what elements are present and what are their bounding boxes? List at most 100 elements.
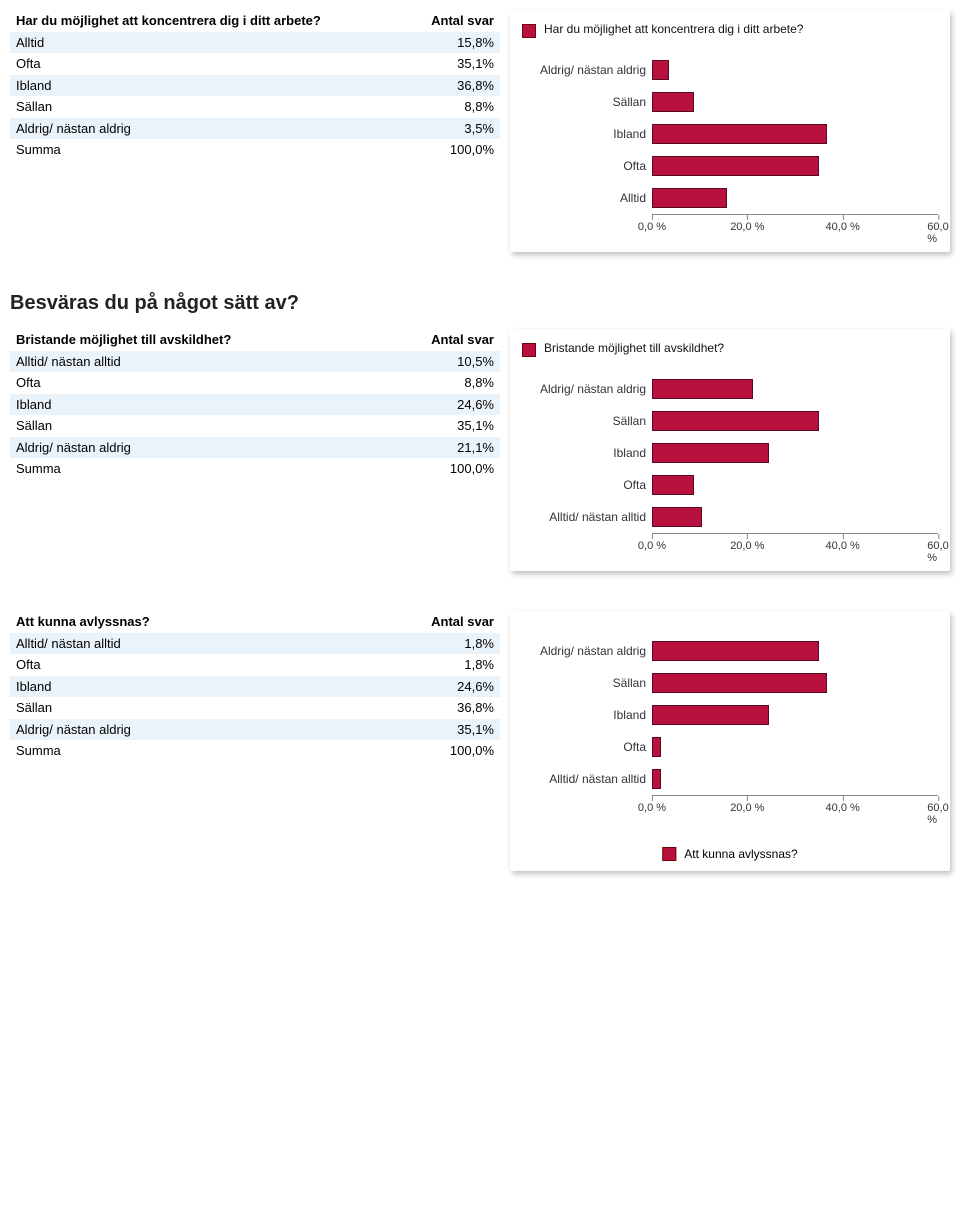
table-title: Att kunna avlyssnas? — [10, 611, 380, 633]
table-col: Att kunna avlyssnas?Antal svarAlltid/ nä… — [10, 611, 500, 762]
row-label: Aldrig/ nästan aldrig — [10, 437, 380, 459]
axis-tick: 20,0 % — [730, 215, 764, 233]
row-label: Ibland — [10, 394, 380, 416]
bar-plot — [652, 92, 938, 112]
table-row: Ofta8,8% — [10, 372, 500, 394]
table-row: Ibland24,6% — [10, 676, 500, 698]
row-label: Summa — [10, 740, 380, 762]
chart-legend: Har du möjlighet att koncentrera dig i d… — [522, 22, 938, 38]
bar-plot — [652, 705, 938, 725]
legend-text: Har du möjlighet att koncentrera dig i d… — [544, 22, 803, 38]
bar-ylabel: Ibland — [522, 708, 652, 722]
row-label: Alltid/ nästan alltid — [10, 351, 380, 373]
row-label: Ofta — [10, 53, 380, 75]
axis-tick: 0,0 % — [638, 215, 666, 233]
row-value: 21,1% — [380, 437, 500, 459]
row-value: 10,5% — [380, 351, 500, 373]
bar-plot — [652, 641, 938, 661]
bar-plot — [652, 673, 938, 693]
bar-ylabel: Alltid — [522, 191, 652, 205]
row-label: Ofta — [10, 372, 380, 394]
data-table: Har du möjlighet att koncentrera dig i d… — [10, 10, 500, 161]
bar-plot — [652, 507, 938, 527]
row-label: Alltid/ nästan alltid — [10, 633, 380, 655]
bar-plot — [652, 156, 938, 176]
row-value: 3,5% — [380, 118, 500, 140]
table-title: Bristande möjlighet till avskildhet? — [10, 329, 380, 351]
chart-legend: Att kunna avlyssnas? — [662, 847, 797, 861]
table-row: Alltid15,8% — [10, 32, 500, 54]
row-label: Sällan — [10, 96, 380, 118]
bar-ylabel: Ofta — [522, 478, 652, 492]
row-value: 1,8% — [380, 633, 500, 655]
row-value: 35,1% — [380, 415, 500, 437]
bar-row: Ofta — [522, 731, 938, 763]
row-label: Aldrig/ nästan aldrig — [10, 118, 380, 140]
row-value: 24,6% — [380, 394, 500, 416]
bar-plot — [652, 411, 938, 431]
row-value: 36,8% — [380, 75, 500, 97]
bar-row: Sällan — [522, 405, 938, 437]
bar-ylabel: Ofta — [522, 740, 652, 754]
table-row: Ofta35,1% — [10, 53, 500, 75]
bar-plot — [652, 443, 938, 463]
bar-ylabel: Ibland — [522, 446, 652, 460]
row-value: 35,1% — [380, 53, 500, 75]
bar — [652, 475, 694, 495]
axis-tick: 0,0 % — [638, 796, 666, 814]
table-row: Summa100,0% — [10, 139, 500, 161]
bar — [652, 60, 669, 80]
bar-row: Sällan — [522, 86, 938, 118]
table-row: Aldrig/ nästan aldrig35,1% — [10, 719, 500, 741]
bar — [652, 673, 827, 693]
chart-area: Aldrig/ nästan aldrig Sällan Ibland Ofta All… — [522, 635, 938, 821]
axis-tick: 60,0 % — [927, 215, 948, 245]
bar-ylabel: Sällan — [522, 95, 652, 109]
bar-plot — [652, 124, 938, 144]
bar-row: Ibland — [522, 699, 938, 731]
bar-row: Ofta — [522, 469, 938, 501]
axis-tick: 40,0 % — [826, 215, 860, 233]
axis-tick: 0,0 % — [638, 534, 666, 552]
axis-tick: 20,0 % — [730, 534, 764, 552]
bar-ylabel: Aldrig/ nästan aldrig — [522, 382, 652, 396]
row-value: 35,1% — [380, 719, 500, 741]
table-title: Har du möjlighet att koncentrera dig i d… — [10, 10, 380, 32]
row-label: Sällan — [10, 697, 380, 719]
bar — [652, 92, 694, 112]
bar-row: Aldrig/ nästan aldrig — [522, 635, 938, 667]
legend-text: Att kunna avlyssnas? — [684, 847, 797, 861]
axis-tick: 60,0 % — [927, 534, 948, 564]
legend-swatch — [662, 847, 676, 861]
legend-swatch — [522, 24, 536, 38]
bar-row: Aldrig/ nästan aldrig — [522, 54, 938, 86]
x-axis: 0,0 %20,0 %40,0 %60,0 % — [522, 533, 938, 559]
table-row: Sällan36,8% — [10, 697, 500, 719]
bar-row: Alltid/ nästan alltid — [522, 501, 938, 533]
bar-row: Sällan — [522, 667, 938, 699]
bar-ylabel: Sällan — [522, 676, 652, 690]
bar-row: Alltid/ nästan alltid — [522, 763, 938, 795]
bar — [652, 156, 819, 176]
row-label: Aldrig/ nästan aldrig — [10, 719, 380, 741]
axis-tick: 20,0 % — [730, 796, 764, 814]
table-row: Sällan35,1% — [10, 415, 500, 437]
table-col: Bristande möjlighet till avskildhet?Anta… — [10, 329, 500, 480]
row-label: Ibland — [10, 75, 380, 97]
table-row: Summa100,0% — [10, 458, 500, 480]
bar-plot — [652, 737, 938, 757]
chart-area: Aldrig/ nästan aldrig Sällan Ibland Ofta All… — [522, 373, 938, 559]
table-row: Sällan8,8% — [10, 96, 500, 118]
bar — [652, 411, 819, 431]
section: Att kunna avlyssnas?Antal svarAlltid/ nä… — [10, 611, 950, 871]
bar-row: Alltid — [522, 182, 938, 214]
axis-tick: 40,0 % — [826, 534, 860, 552]
row-value: 24,6% — [380, 676, 500, 698]
bar — [652, 769, 661, 789]
row-value: 36,8% — [380, 697, 500, 719]
value-header: Antal svar — [380, 329, 500, 351]
section: Har du möjlighet att koncentrera dig i d… — [10, 10, 950, 252]
table-row: Aldrig/ nästan aldrig3,5% — [10, 118, 500, 140]
value-header: Antal svar — [380, 10, 500, 32]
row-label: Summa — [10, 139, 380, 161]
